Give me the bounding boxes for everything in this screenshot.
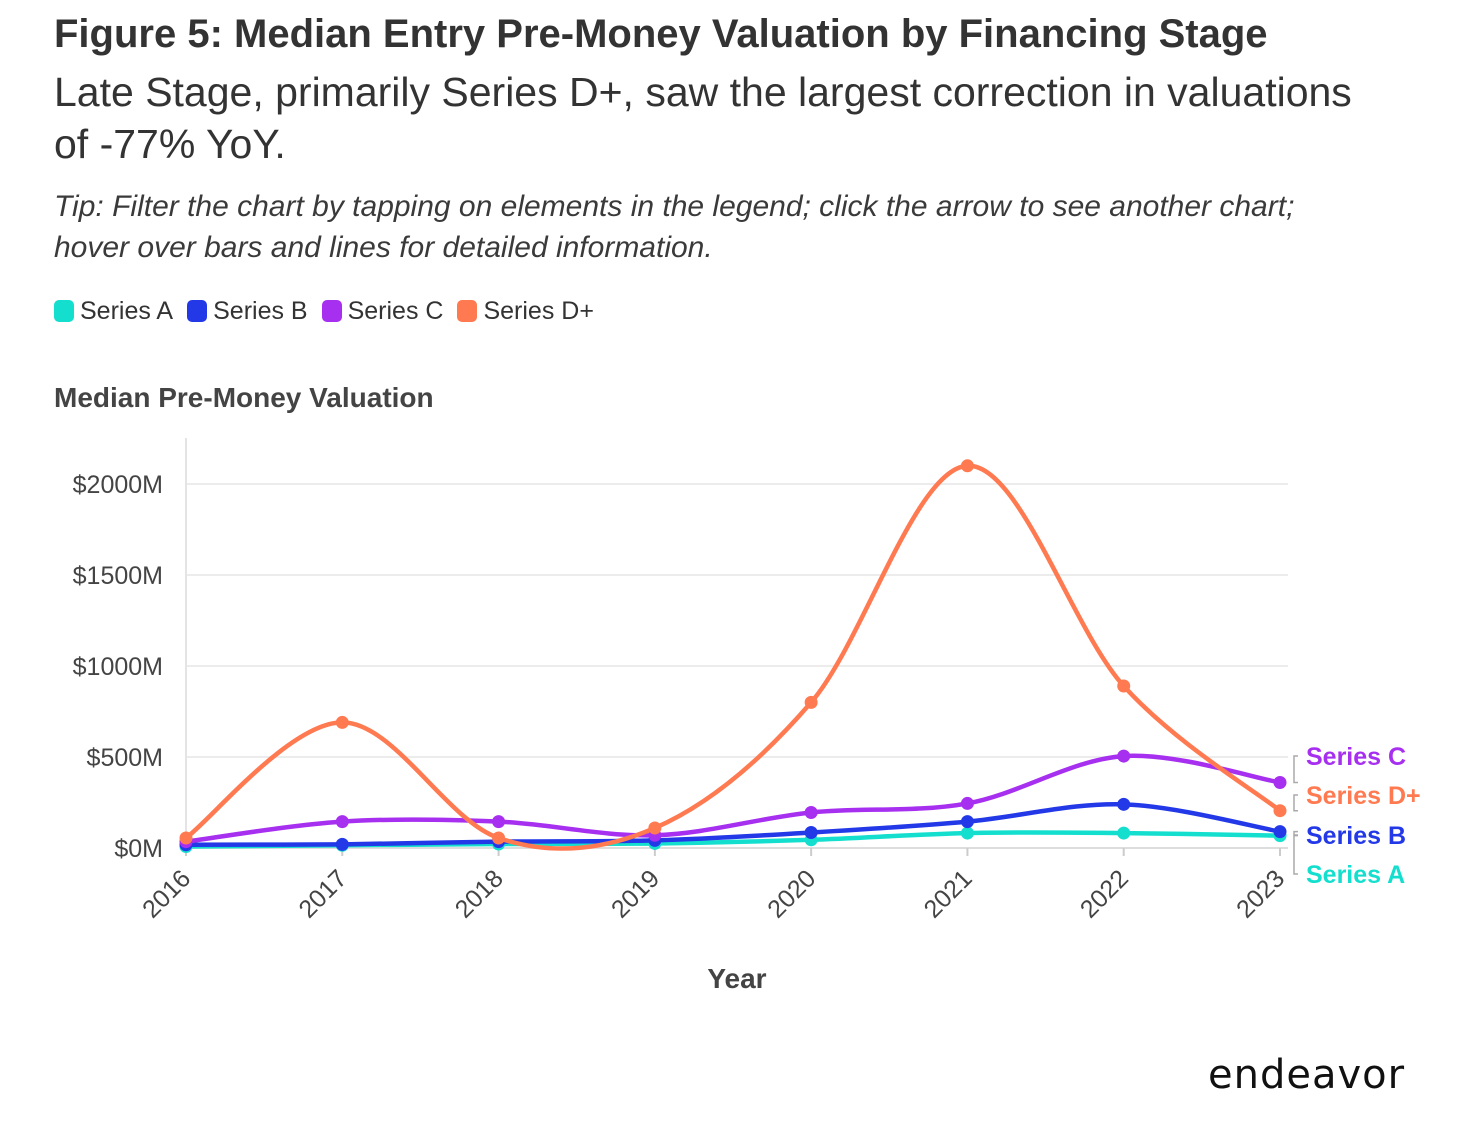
legend-item-series-d[interactable]: Series D+ [457,296,594,326]
data-point-series-d [179,831,193,845]
data-point-series-d [1273,804,1287,818]
legend-label-series-d: Series D+ [483,296,594,325]
data-point-series-c [1117,749,1131,763]
data-point-series-d [1117,679,1131,693]
x-tick-label: 2016 [137,864,196,923]
data-point-series-b [960,815,974,829]
chart-subtitle: Late Stage, primarily Series D+, saw the… [54,69,1352,167]
x-tick-label: 2018 [450,864,509,923]
data-point-series-b [804,826,818,840]
legend: Series A Series B Series C Series D+ [54,295,608,327]
label-connector-series-b [1293,830,1298,836]
series-line-series-b [183,801,1283,847]
data-point-series-d [492,831,506,845]
data-point-series-b [1117,797,1131,811]
y-tick-label: $0M [114,835,163,863]
legend-item-series-b[interactable]: Series B [187,296,308,326]
label-connector-series-d [1293,794,1298,812]
data-point-series-d [804,695,818,709]
data-point-series-b [1273,825,1287,839]
legend-swatch-series-a [54,300,74,322]
end-label-series-d: Series D+ [1306,782,1421,810]
legend-item-series-c[interactable]: Series C [321,296,444,326]
label-connector-series-c [1293,755,1298,784]
x-tick-label: 2019 [606,864,665,923]
y-tick-label: $500M [87,744,163,772]
x-tick-label: 2022 [1075,864,1134,923]
y-tick-label: $1500M [73,562,163,590]
x-tick-label: 2021 [919,864,978,923]
data-point-series-c [335,815,349,829]
legend-swatch-series-d [457,300,478,322]
chart-tip: Tip: Filter the chart by tapping on elem… [54,190,1295,264]
data-point-series-a [1117,826,1131,840]
x-tick-label: 2023 [1231,864,1290,923]
data-point-series-c [1273,775,1287,789]
y-axis-title: Median Pre-Money Valuation [54,382,434,413]
end-label-series-c: Series C [1306,743,1406,771]
label-connector-series-a [1293,834,1298,875]
legend-label-series-b: Series B [213,296,308,325]
data-point-series-c [960,796,974,810]
legend-swatch-series-c [321,300,342,322]
end-label-series-b: Series B [1306,822,1406,850]
data-point-series-a [960,826,974,840]
data-point-series-d [648,821,662,835]
endeavor-logo: endeavor [1208,1052,1406,1098]
x-tick-label: 2020 [762,864,821,923]
x-tick-label: 2017 [293,864,352,923]
data-point-series-c [804,806,818,820]
legend-item-series-a[interactable]: Series A [54,297,173,326]
legend-label-series-a: Series A [80,296,174,325]
y-tick-label: $1000M [73,653,163,681]
data-point-series-d [335,715,349,729]
chart-title: Figure 5: Median Entry Pre-Money Valuati… [54,12,1268,56]
series-line-series-d [183,463,1283,851]
legend-swatch-series-b [187,300,208,322]
data-point-series-c [492,815,506,829]
legend-label-series-c: Series C [347,296,444,325]
data-point-series-b [335,837,349,851]
y-tick-label: $2000M [73,471,163,499]
data-point-series-d [960,459,974,473]
series-line-series-c [183,753,1283,844]
end-label-series-a: Series A [1306,861,1405,889]
x-axis-title: Year [707,963,766,994]
